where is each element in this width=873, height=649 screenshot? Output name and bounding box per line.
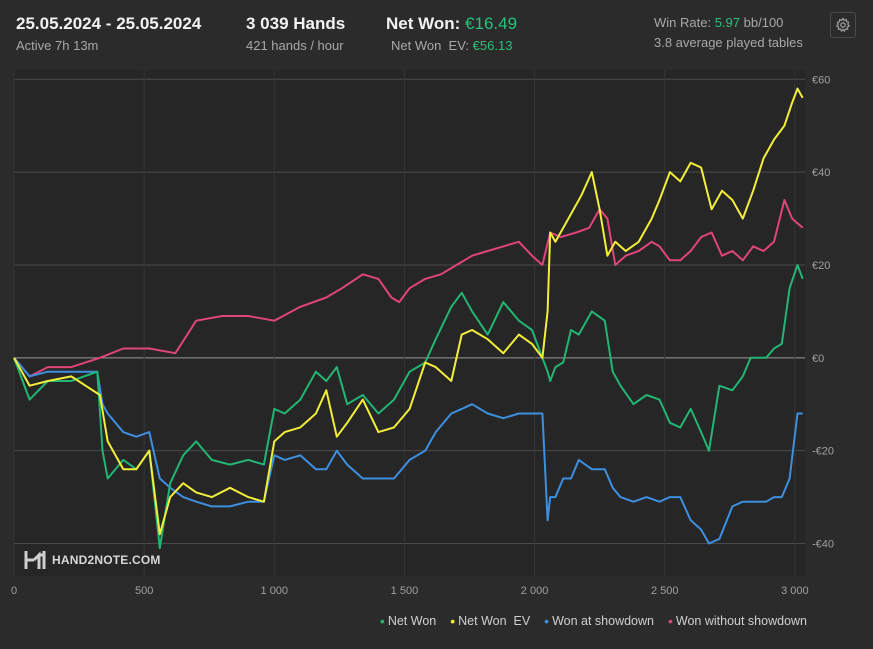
legend-dot-icon: • — [379, 613, 385, 629]
hands-count: 3 039 Hands — [246, 14, 346, 33]
series-line-net-won — [13, 264, 804, 550]
y-tick-label: -€20 — [812, 446, 834, 458]
x-tick-label: 3 000 — [781, 585, 809, 597]
net-won-ev-summary: Net Won EV: €56.13 — [391, 38, 512, 53]
grid — [13, 70, 805, 576]
series-lines — [13, 87, 804, 550]
y-tick-label: €40 — [812, 167, 830, 179]
net-won-value: €16.49 — [465, 14, 518, 33]
x-axis: 0 500 1 000 1 500 2 000 2 500 3 000 — [11, 585, 809, 597]
y-axis: €60 €40 €20 €0 -€20 -€40 — [812, 74, 834, 550]
hand2note-logo: HAND2NOTE.COM — [24, 549, 161, 571]
legend-dot-icon: • — [544, 613, 550, 629]
net-won-ev-label: Net Won EV: — [391, 38, 470, 53]
legend-label: Net Won EV — [458, 614, 531, 628]
x-tick-label: 1 000 — [261, 585, 289, 597]
legend-item-net-won-ev[interactable]: • Net Won EV — [450, 614, 530, 628]
legend-dot-icon: • — [668, 613, 673, 629]
net-won-summary: Net Won: €16.49 — [386, 14, 517, 34]
logo-text: HAND2NOTE.COM — [52, 553, 161, 567]
y-tick-label: -€40 — [812, 539, 834, 551]
x-tick-label: 1 500 — [391, 585, 419, 597]
y-tick-label: €0 — [812, 353, 824, 365]
legend-dot-icon: • — [450, 613, 456, 629]
win-rate-value: 5.97 — [714, 15, 741, 30]
legend-label: Net Won — [387, 614, 437, 628]
win-rate-unit: bb/100 — [743, 15, 784, 30]
chart-legend: • Net Won • Net Won EV • Won at showdown… — [380, 614, 807, 628]
average-tables: 3.8 average played tables — [654, 35, 803, 50]
win-rate: Win Rate: 5.97 bb/100 — [654, 15, 783, 30]
y-tick-label: €20 — [812, 260, 830, 272]
net-won-ev-value: €56.13 — [472, 38, 513, 53]
legend-item-net-won[interactable]: • Net Won — [380, 614, 436, 628]
x-tick-label: 0 — [11, 585, 17, 597]
active-time: Active 7h 13m — [16, 38, 99, 53]
win-rate-label: Win Rate: — [654, 15, 712, 30]
series-line-won-without-showdown — [13, 199, 804, 378]
hand2note-logo-icon — [24, 551, 46, 569]
gear-icon — [835, 17, 851, 33]
plot-area — [14, 70, 805, 576]
x-tick-label: 500 — [135, 585, 153, 597]
summary-header: 25.05.2024 - 25.05.2024 Active 7h 13m 3 … — [0, 0, 873, 66]
settings-button[interactable] — [830, 12, 856, 38]
net-won-label: Net Won: — [386, 14, 461, 33]
legend-item-won-at-showdown[interactable]: • Won at showdown — [544, 614, 654, 628]
y-tick-label: €60 — [812, 74, 830, 86]
legend-item-won-without-showdown[interactable]: • Won without showdown — [668, 614, 807, 628]
legend-label: Won at showdown — [552, 614, 654, 628]
date-range: 25.05.2024 - 25.05.2024 — [16, 14, 202, 33]
x-tick-label: 2 000 — [521, 585, 549, 597]
legend-label: Won without showdown — [675, 614, 807, 628]
hands-per-hour: 421 hands / hour — [246, 38, 344, 53]
x-tick-label: 2 500 — [651, 585, 679, 597]
series-line-net-won-ev — [13, 87, 804, 536]
series-line-won-at-showdown — [13, 357, 803, 545]
